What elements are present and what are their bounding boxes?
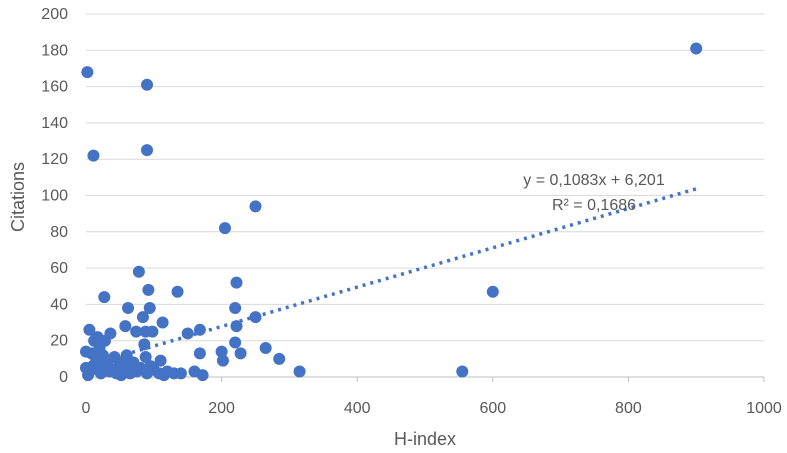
data-point xyxy=(139,351,152,364)
y-tick-label: 80 xyxy=(50,224,68,241)
trendline-r-squared: R² = 0,1686 xyxy=(552,197,636,214)
y-tick-label: 180 xyxy=(41,42,68,59)
data-point xyxy=(156,316,169,329)
data-point xyxy=(120,363,133,376)
x-tick-labels: 0 200 400 600 800 1000 xyxy=(82,400,782,417)
data-point xyxy=(259,341,272,354)
y-tick-label: 140 xyxy=(41,115,68,132)
x-axis-title: H-index xyxy=(394,429,456,449)
data-point xyxy=(154,354,167,367)
data-point xyxy=(171,285,184,298)
data-point xyxy=(293,365,306,378)
y-axis-title: Citations xyxy=(8,162,28,232)
data-point xyxy=(174,367,187,380)
data-point xyxy=(83,323,96,336)
data-point xyxy=(87,149,100,162)
data-point xyxy=(141,144,154,157)
x-tick-label: 600 xyxy=(479,400,506,417)
data-point xyxy=(122,302,135,315)
data-point xyxy=(486,285,499,298)
y-tick-label: 160 xyxy=(41,79,68,96)
data-point xyxy=(144,360,157,373)
data-point xyxy=(230,276,243,289)
data-point xyxy=(119,320,132,333)
y-tick-label: 200 xyxy=(41,6,68,23)
data-point xyxy=(456,365,469,378)
y-tick-label: 100 xyxy=(41,188,68,205)
data-point xyxy=(143,302,156,315)
y-tick-label: 20 xyxy=(50,333,68,350)
gridlines xyxy=(86,13,764,342)
data-point xyxy=(193,347,206,360)
x-tick-label: 0 xyxy=(82,400,91,417)
trendline-line xyxy=(85,187,697,368)
axes xyxy=(85,376,765,382)
trendline xyxy=(85,187,697,368)
x-tick-label: 400 xyxy=(344,400,371,417)
data-point xyxy=(229,302,242,315)
x-tick-label: 1000 xyxy=(746,400,782,417)
data-point xyxy=(216,354,229,367)
y-tick-labels: 0 20 40 60 80 100 120 140 160 180 200 xyxy=(41,6,68,386)
y-tick-label: 60 xyxy=(50,260,68,277)
data-point xyxy=(249,200,262,213)
data-point xyxy=(234,347,247,360)
data-point xyxy=(690,42,703,55)
data-point xyxy=(157,369,170,382)
data-point xyxy=(146,325,159,338)
data-point xyxy=(130,325,143,338)
data-point xyxy=(215,345,228,358)
data-point xyxy=(136,311,149,324)
data-point xyxy=(81,66,94,79)
data-point xyxy=(218,222,231,235)
data-point xyxy=(98,360,111,373)
data-point xyxy=(196,369,209,382)
y-tick-label: 120 xyxy=(41,151,68,168)
x-tick-label: 800 xyxy=(615,400,642,417)
data-point xyxy=(132,265,145,278)
data-point xyxy=(273,352,286,365)
data-point xyxy=(229,336,242,349)
data-points xyxy=(80,42,703,382)
data-point xyxy=(181,327,194,340)
data-point xyxy=(141,78,154,91)
data-point xyxy=(82,369,95,382)
x-tick-label: 200 xyxy=(208,400,235,417)
data-point xyxy=(142,283,155,296)
y-tick-label: 40 xyxy=(50,296,68,313)
data-point xyxy=(98,291,111,304)
trendline-equation: y = 0,1083x + 6,201 xyxy=(523,172,665,189)
y-tick-label: 0 xyxy=(59,369,68,386)
